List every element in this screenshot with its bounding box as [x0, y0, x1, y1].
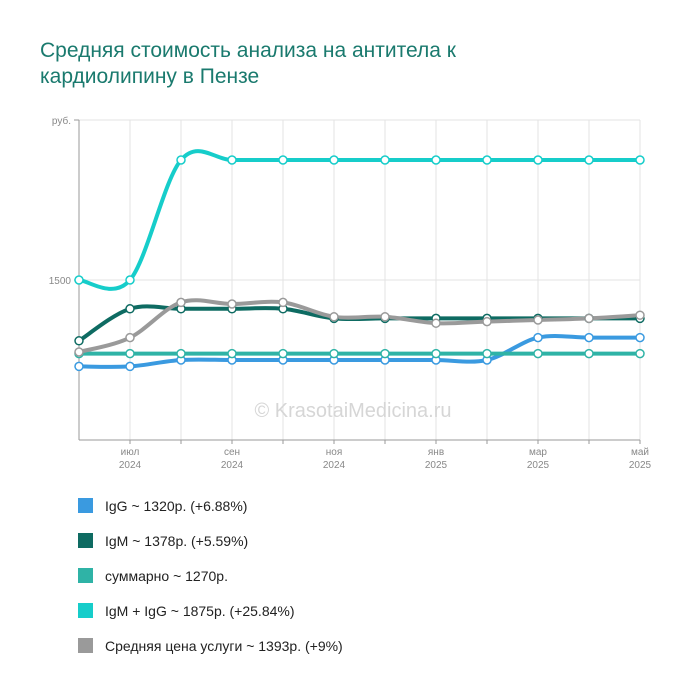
series-3-point	[431, 348, 441, 359]
series-lines	[77, 149, 642, 369]
x-tick-label-year: 2024	[119, 460, 142, 471]
tick-labels: руб. 1500 июл 2024 сен 2024 ноя 2024 янв 2025 мар 2…	[49, 115, 652, 471]
series-5-point	[635, 310, 645, 320]
series-4-point	[278, 155, 288, 165]
legend-item: суммарно ~ 1270р.	[78, 558, 343, 593]
series-points	[74, 155, 645, 372]
series-5-point	[176, 297, 186, 308]
legend-swatch	[78, 533, 93, 548]
chart-axes	[74, 119, 641, 444]
legend-label: суммарно ~ 1270р.	[105, 567, 228, 584]
series-3-point	[380, 348, 390, 359]
series-4-point	[329, 155, 339, 165]
series-4-line	[77, 149, 642, 291]
series-4-point	[74, 275, 84, 285]
x-tick-label-month: сен	[224, 447, 240, 458]
series-4-point	[227, 155, 237, 165]
series-4-point	[125, 275, 135, 285]
series-3-point	[125, 348, 135, 359]
series-4-point	[584, 155, 594, 165]
x-tick-label-year: 2025	[629, 460, 652, 471]
legend-label: IgG ~ 1320р. (+6.88%)	[105, 497, 248, 514]
series-3-point	[329, 348, 339, 359]
y-tick-label: 1500	[49, 276, 72, 287]
legend-item: Средняя цена услуги ~ 1393р. (+9%)	[78, 628, 343, 663]
watermark-text: © KrasotaiMedicina.ru	[254, 400, 451, 422]
series-4-point	[533, 155, 543, 165]
series-5-point	[329, 312, 339, 322]
series-5-point	[482, 316, 492, 327]
x-tick-label-month: ноя	[326, 447, 343, 458]
x-tick-label-month: май	[631, 447, 649, 458]
series-3-point	[176, 348, 186, 359]
series-1-point	[74, 361, 84, 372]
chart-title-line-2: кардиолипину в Пензе	[40, 65, 260, 88]
series-1-point	[635, 332, 645, 343]
x-tick-label-year: 2025	[527, 460, 550, 471]
x-tick-label-month: янв	[428, 447, 444, 458]
x-tick-label-year: 2024	[221, 460, 244, 471]
legend-swatch	[78, 603, 93, 618]
legend-swatch	[78, 568, 93, 583]
series-1-point	[584, 332, 594, 343]
legend-item: IgM ~ 1378р. (+5.59%)	[78, 523, 343, 558]
x-tick-label-month: июл	[121, 447, 140, 458]
series-4-point	[380, 155, 390, 165]
legend-item: IgG ~ 1320р. (+6.88%)	[78, 488, 343, 523]
series-1-point	[125, 361, 135, 372]
series-3-point	[635, 348, 645, 359]
series-3-point	[482, 348, 492, 359]
chart-title: Средняя стоимость анализа на антитела к …	[40, 38, 660, 90]
chart-title-line-1: Средняя стоимость анализа на антитела к	[40, 39, 456, 62]
x-tick-label-month: мар	[529, 447, 547, 458]
series-5-point	[227, 299, 237, 309]
chart-legend: IgG ~ 1320р. (+6.88%) IgM ~ 1378р. (+5.59…	[78, 488, 343, 663]
series-1-point	[533, 332, 543, 343]
series-5-point	[125, 332, 135, 343]
series-5-point	[431, 318, 441, 328]
series-1-line	[77, 333, 642, 369]
series-5-point	[278, 297, 288, 308]
series-4-point	[431, 155, 441, 165]
series-3-point	[533, 348, 543, 359]
chart-grid	[79, 119, 641, 440]
legend-label: Средняя цена услуги ~ 1393р. (+9%)	[105, 637, 343, 654]
series-5-point	[380, 312, 390, 322]
series-5-point	[584, 313, 594, 324]
series-4-point	[176, 155, 186, 165]
legend-item: IgM + IgG ~ 1875р. (+25.84%)	[78, 593, 343, 628]
series-5-point	[533, 315, 543, 325]
legend-swatch	[78, 638, 93, 653]
legend-label: IgM ~ 1378р. (+5.59%)	[105, 532, 249, 549]
series-3-point	[227, 348, 237, 359]
series-2-point	[74, 336, 84, 346]
series-3-point	[278, 348, 288, 359]
series-5-point	[74, 347, 84, 357]
y-axis-unit-label: руб.	[52, 115, 71, 127]
legend-swatch	[78, 498, 93, 513]
series-4-point	[482, 155, 492, 165]
legend-label: IgM + IgG ~ 1875р. (+25.84%)	[105, 602, 295, 619]
x-tick-label-year: 2024	[323, 460, 346, 471]
series-4-point	[635, 155, 645, 165]
series-2-point	[125, 304, 135, 314]
line-chart: © KrasotaiMedicina.ru руб. 1500 июл 2024 сен…	[49, 115, 652, 471]
x-tick-label-year: 2025	[425, 460, 448, 471]
series-3-point	[584, 348, 594, 359]
